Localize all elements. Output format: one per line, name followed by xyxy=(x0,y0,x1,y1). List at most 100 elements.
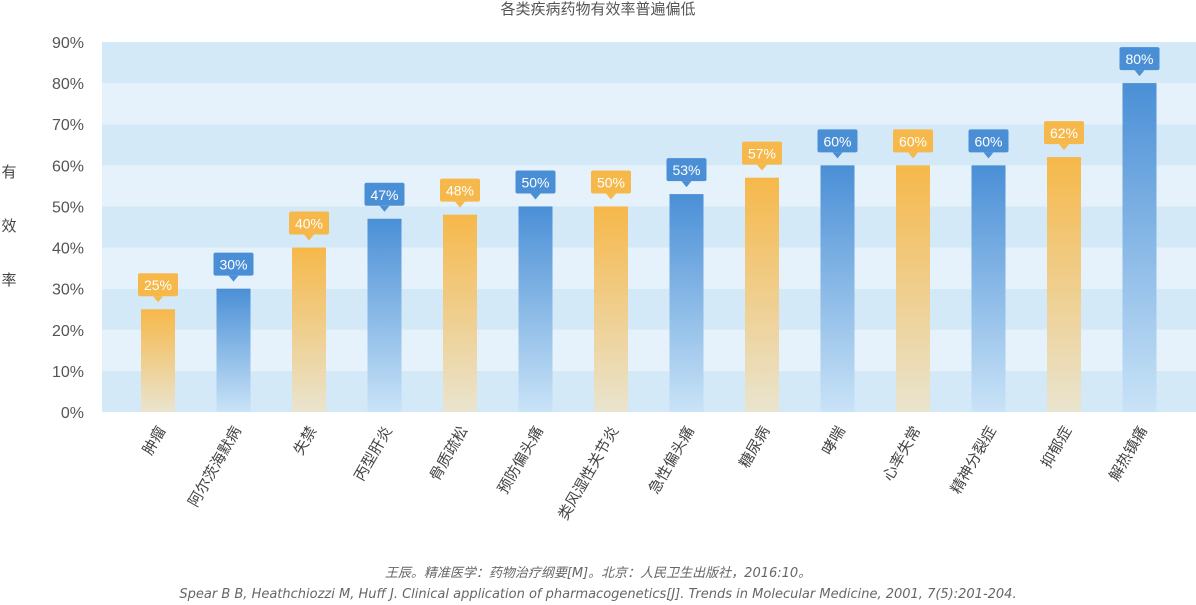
x-category-label: 骨质疏松 xyxy=(426,423,472,484)
y-tick-label: 30% xyxy=(52,282,84,299)
bar xyxy=(518,206,553,412)
chart-title: 各类疾病药物有效率普遍偏低 xyxy=(500,0,696,18)
data-label-box xyxy=(742,141,782,165)
data-label-box xyxy=(666,158,707,182)
data-label-text: 80% xyxy=(1125,51,1153,67)
data-label-text: 60% xyxy=(823,133,851,149)
bar xyxy=(216,288,251,412)
data-label-text: 60% xyxy=(974,133,1002,149)
data-label: 60% xyxy=(817,129,858,159)
data-label-pointer xyxy=(379,205,390,212)
data-label-pointer xyxy=(1134,70,1145,77)
bar xyxy=(971,165,1006,412)
y-axis-ticks: 0% 10% 20% 30% 40% 50% 60% 70% 80% 90% xyxy=(52,35,84,422)
y-tick-label: 20% xyxy=(52,323,84,340)
grid-band xyxy=(102,42,1196,84)
bar-chart: 0% 10% 20% 30% 40% 50% 60% 70% 80% 90% 25% 30% 40% 4… xyxy=(52,35,1196,523)
data-label-pointer xyxy=(908,152,918,159)
data-label: 40% xyxy=(289,211,329,241)
bar xyxy=(292,247,326,412)
data-label-box xyxy=(440,178,480,202)
x-category-label: 心率失常 xyxy=(879,423,925,484)
x-category-label: 预防偏头痛 xyxy=(494,423,547,497)
data-label: 53% xyxy=(666,158,707,188)
grid-band xyxy=(102,247,1196,289)
y-tick-label: 80% xyxy=(52,76,84,93)
y-tick-label: 0% xyxy=(61,405,84,422)
data-label-pointer xyxy=(681,181,692,188)
data-label-pointer xyxy=(606,193,616,200)
x-category-label: 类风湿性关节炎 xyxy=(554,423,622,523)
bar xyxy=(594,206,628,412)
x-category-label: 精神分裂症 xyxy=(947,423,1000,497)
y-axis-label: 有 效 率 xyxy=(0,145,18,307)
source-line-2: Spear B B, Heathchiozzi M, Huff J. Clini… xyxy=(179,587,1017,602)
data-label-pointer xyxy=(228,275,239,282)
data-label-text: 50% xyxy=(597,174,625,190)
x-category-label: 解热镇痛 xyxy=(1105,423,1151,484)
data-label-pointer xyxy=(455,201,465,208)
x-category-label: 哮喘 xyxy=(818,423,849,458)
data-label: 50% xyxy=(591,170,631,200)
x-category-label: 急性偏头痛 xyxy=(645,423,698,497)
data-label-box xyxy=(213,252,254,276)
data-label: 80% xyxy=(1119,47,1160,77)
data-label: 50% xyxy=(515,170,556,200)
data-label: 48% xyxy=(440,178,480,208)
data-label-box xyxy=(968,129,1009,153)
grid-band xyxy=(102,288,1196,330)
data-label-box xyxy=(515,170,556,194)
y-tick-label: 10% xyxy=(52,364,84,381)
source-line-1: 王辰。精准医学：药物治疗纲要[M]。北京：人民卫生出版社，2016:10。 xyxy=(384,566,812,581)
grid-band xyxy=(102,165,1196,207)
data-label: 47% xyxy=(364,182,405,212)
data-label-text: 57% xyxy=(748,146,776,162)
data-label: 62% xyxy=(1044,121,1084,151)
data-label: 30% xyxy=(213,252,254,282)
data-label-pointer xyxy=(983,152,994,159)
bar xyxy=(367,218,402,412)
y-axis-label-char: 有 xyxy=(1,163,17,181)
bar xyxy=(669,194,704,412)
bar xyxy=(1122,83,1157,412)
data-label: 60% xyxy=(893,129,933,159)
data-label-pointer xyxy=(832,152,843,159)
y-tick-label: 60% xyxy=(52,158,84,175)
grid-band xyxy=(102,329,1196,371)
grid-bands xyxy=(102,42,1196,412)
y-tick-label: 50% xyxy=(52,199,84,216)
y-tick-label: 40% xyxy=(52,241,84,258)
bar xyxy=(745,177,779,412)
data-label-pointer xyxy=(1059,144,1069,151)
x-axis-categories: 肿瘤 阿尔茨海默病 失禁 丙型肝炎 骨质疏松 预防偏头痛 类风湿性关节炎 急性偏头痛 糖尿病 哮喘… xyxy=(139,423,1151,523)
y-axis-label-char: 效 xyxy=(1,217,17,235)
bar xyxy=(1047,157,1081,412)
data-label-box xyxy=(817,129,858,153)
data-label-pointer xyxy=(304,234,314,241)
data-labels: 25% 30% 40% 47% 48% 50% 50% 53% 57% 60% 60% 60% 62% 8… xyxy=(138,47,1160,303)
data-label: 60% xyxy=(968,129,1009,159)
data-label-box xyxy=(591,170,631,194)
x-category-label: 丙型肝炎 xyxy=(350,423,396,484)
data-label-text: 50% xyxy=(521,174,549,190)
data-label-box xyxy=(138,273,178,297)
grid-band xyxy=(102,83,1196,125)
data-label-box xyxy=(1119,47,1160,71)
grid-band xyxy=(102,206,1196,248)
bar xyxy=(820,165,855,412)
bar xyxy=(896,165,930,412)
y-tick-label: 70% xyxy=(52,117,84,134)
bars xyxy=(141,83,1157,412)
data-label-box xyxy=(1044,121,1084,145)
grid-band xyxy=(102,370,1196,412)
x-category-label: 肿瘤 xyxy=(139,423,170,458)
data-label-text: 30% xyxy=(219,257,247,273)
x-category-label: 失禁 xyxy=(290,423,321,458)
data-label-pointer xyxy=(530,193,541,200)
data-label-text: 25% xyxy=(144,277,172,293)
data-label: 25% xyxy=(138,273,178,303)
bar xyxy=(141,309,175,412)
data-label-pointer xyxy=(757,164,767,171)
data-label-pointer xyxy=(153,296,163,303)
x-category-label: 抑郁症 xyxy=(1037,423,1075,471)
